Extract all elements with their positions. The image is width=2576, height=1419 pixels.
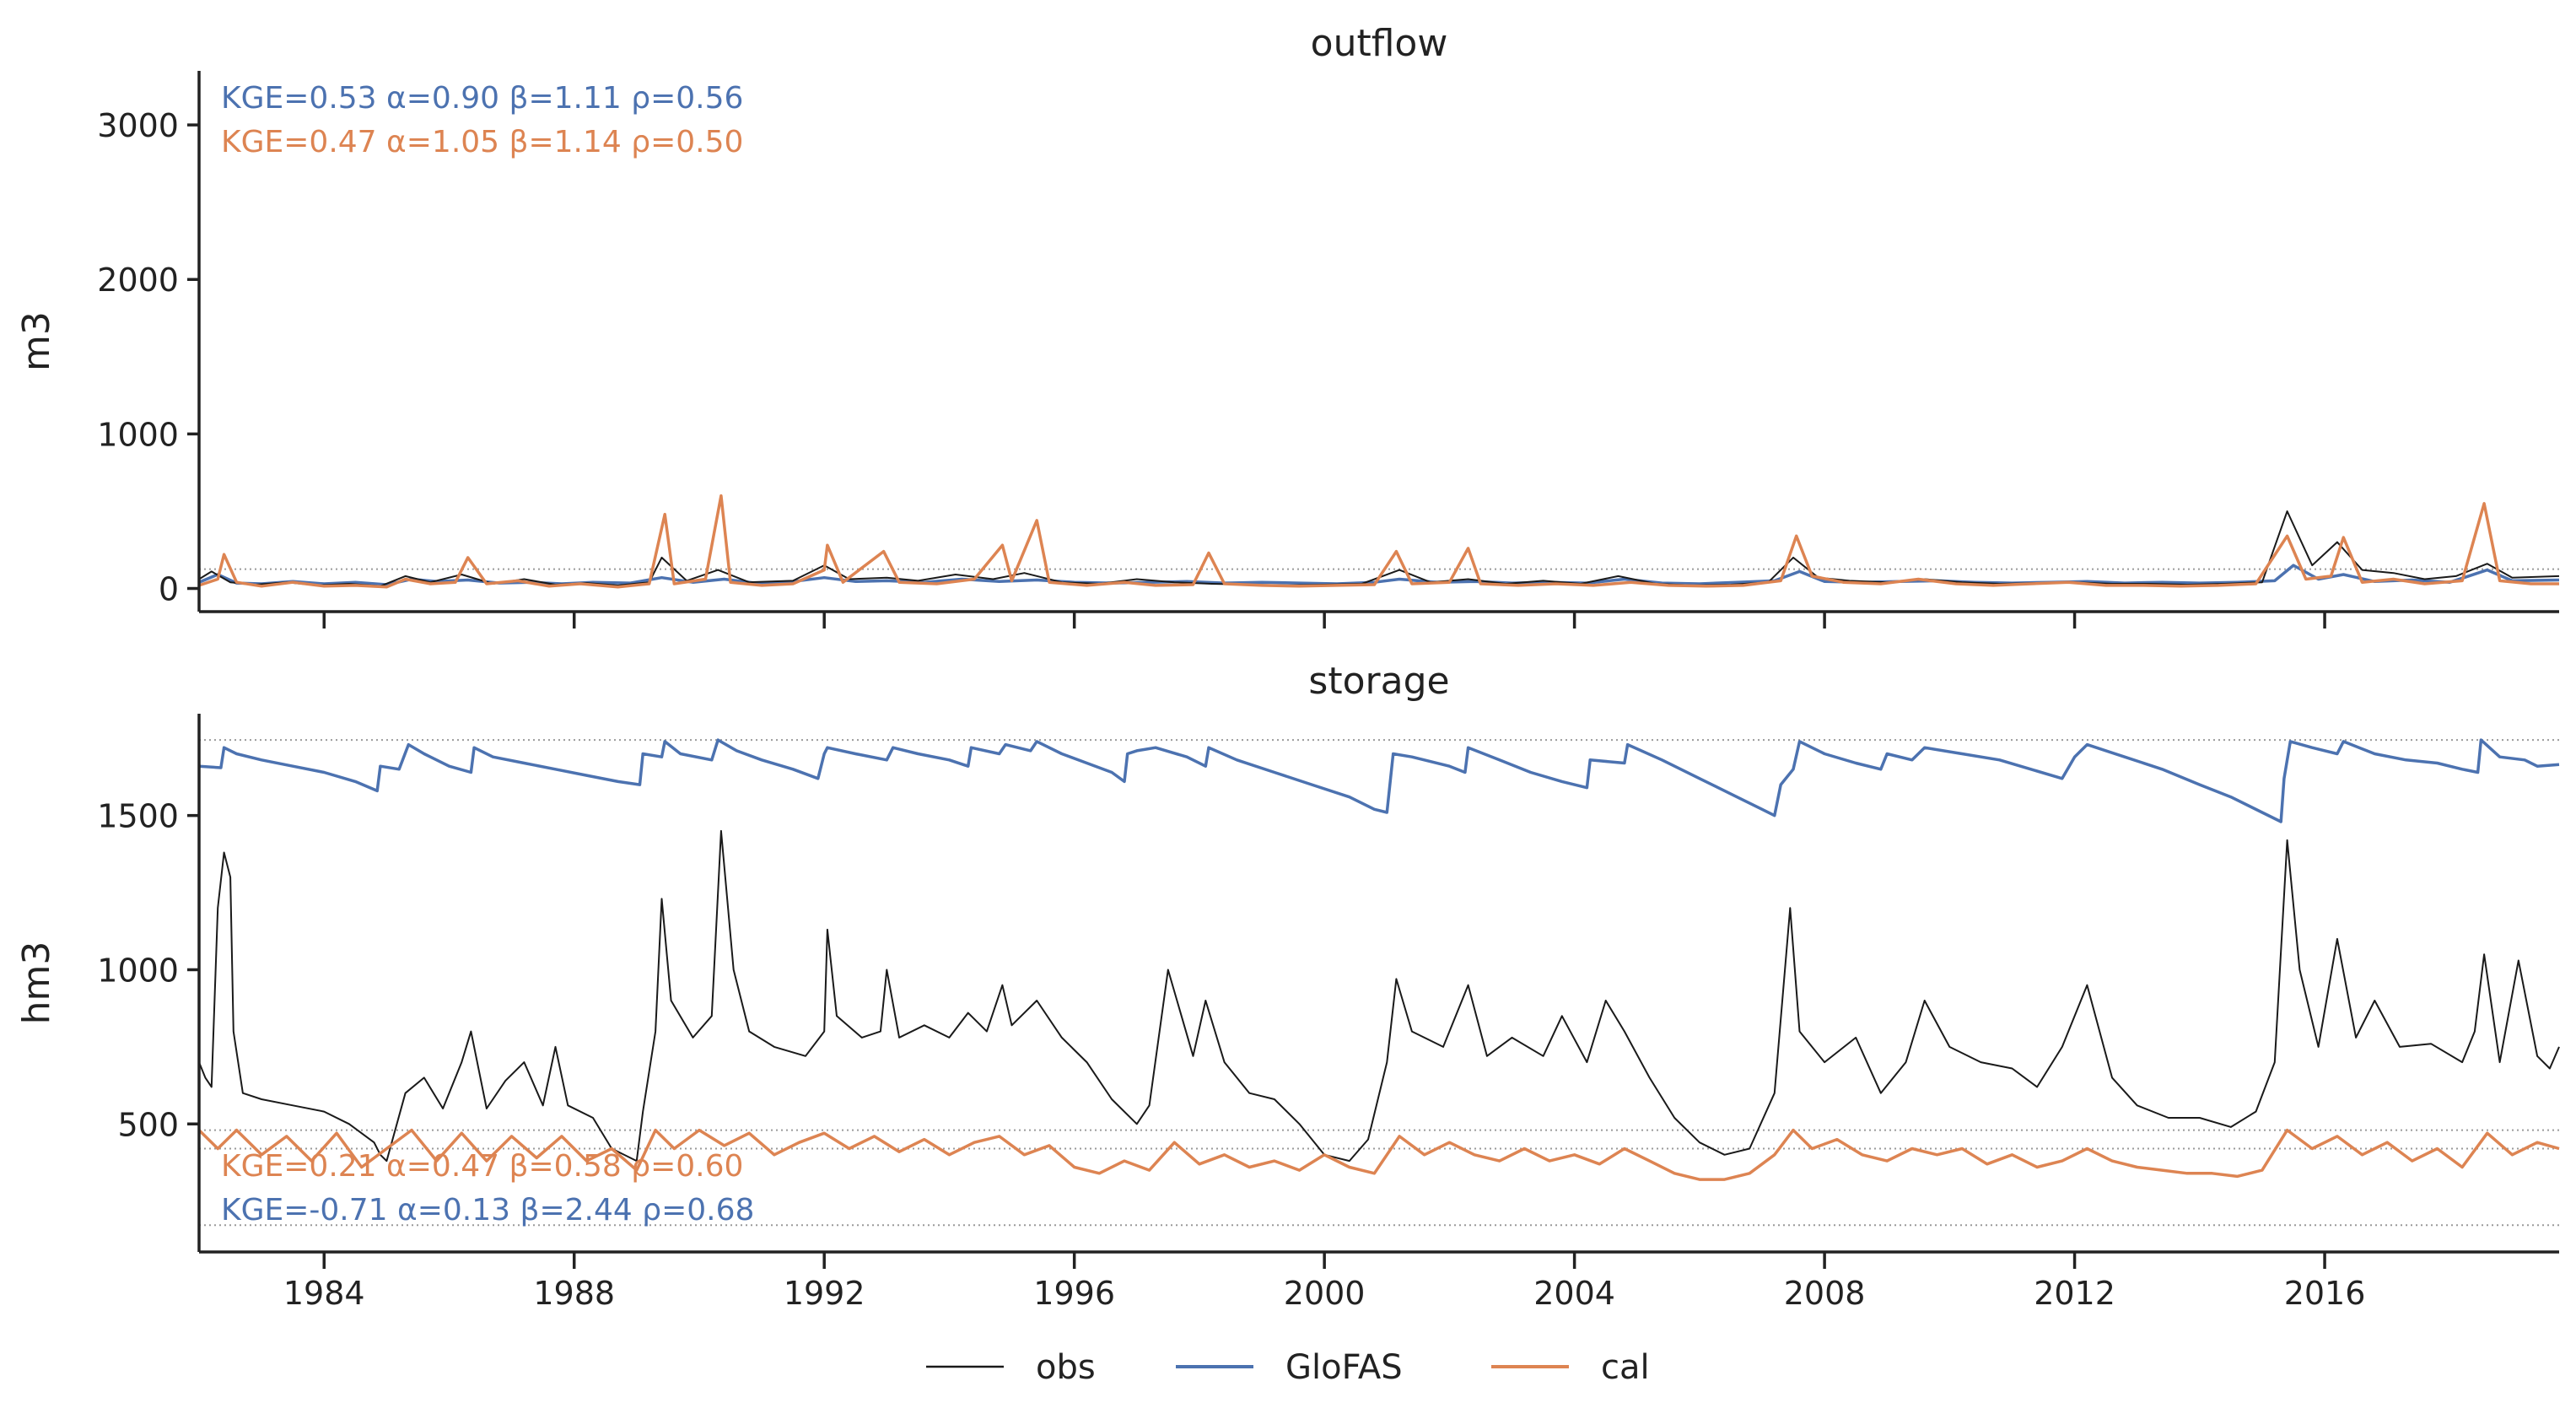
storage-series-cal	[197, 1128, 2560, 1181]
outflow-metrics-glofas: KGE=0.53 α=0.90 β=1.11 ρ=0.56	[221, 81, 743, 116]
storage-xtick-label-2016: 2016	[2284, 1275, 2366, 1312]
outflow-ytick-label-0: 0	[159, 571, 179, 608]
outflow-metrics-cal: KGE=0.47 α=1.05 β=1.14 ρ=0.50	[221, 125, 743, 159]
outflow-ytick-label-1000: 1000	[97, 416, 179, 453]
outflow-ytick-label-2000: 2000	[97, 262, 179, 299]
storage-xtick-label-1996: 1996	[1033, 1275, 1115, 1312]
outflow-title: outflow	[1311, 22, 1448, 65]
storage-xtick-label-1992: 1992	[784, 1275, 865, 1312]
storage-series-obs	[198, 829, 2560, 1163]
storage-ytick-label-1000: 1000	[97, 952, 179, 989]
storage-title: storage	[1308, 660, 1449, 703]
outflow-ytick-label-3000: 3000	[97, 107, 179, 144]
storage-metrics-cal: KGE=0.21 α=0.47 β=0.58 ρ=0.60	[221, 1149, 743, 1184]
storage-xtick-label-2008: 2008	[1784, 1275, 1866, 1312]
storage-series-glofas	[198, 738, 2560, 823]
storage-ytick-label-500: 500	[117, 1106, 179, 1143]
legend-label-obs: obs	[1036, 1348, 1096, 1387]
legend-label-glofas: GloFAS	[1285, 1348, 1403, 1387]
storage-xtick-label-2000: 2000	[1284, 1275, 1366, 1312]
storage-xtick-label-1988: 1988	[533, 1275, 615, 1312]
storage-metrics-glofas: KGE=-0.71 α=0.13 β=2.44 ρ=0.68	[221, 1193, 754, 1227]
storage-xtick-label-2004: 2004	[1533, 1275, 1615, 1312]
storage-xtick-label-1984: 1984	[283, 1275, 365, 1312]
outflow-ylabel: m3	[15, 311, 58, 371]
storage-ytick-label-1500: 1500	[97, 798, 179, 835]
storage-xtick-label-2012: 2012	[2034, 1275, 2115, 1312]
outflow-series-cal	[198, 494, 2559, 589]
legend-label-cal: cal	[1601, 1348, 1650, 1387]
storage-ylabel: hm3	[15, 942, 58, 1025]
